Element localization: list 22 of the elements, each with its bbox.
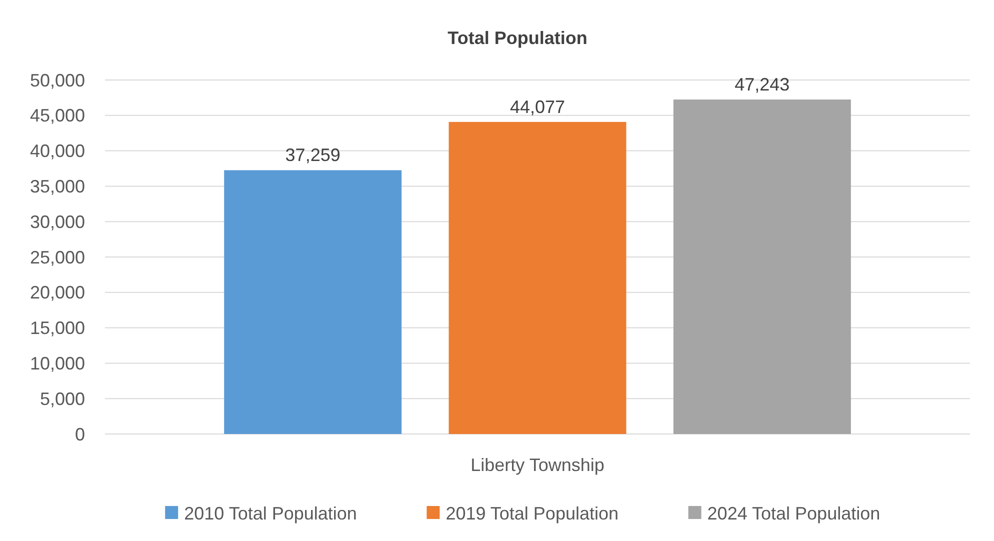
bar <box>224 170 402 434</box>
legend-label: 2010 Total Population <box>184 503 357 524</box>
bar <box>448 122 626 434</box>
data-label: 44,077 <box>510 96 566 117</box>
y-tick-label: 25,000 <box>30 247 85 268</box>
x-tick-label: Liberty Township <box>470 455 604 475</box>
bar <box>673 100 851 434</box>
y-tick-label: 40,000 <box>30 141 85 162</box>
y-tick-label: 10,000 <box>30 354 85 374</box>
y-tick-label: 0 <box>74 424 85 444</box>
y-tick-label: 30,000 <box>30 212 85 232</box>
y-tick-label: 15,000 <box>30 318 85 338</box>
y-tick-label: 5,000 <box>40 388 85 409</box>
y-tick-label: 45,000 <box>30 106 85 126</box>
y-tick-label: 35,000 <box>30 176 85 196</box>
legend-label: 2019 Total Population <box>446 503 619 524</box>
legend-label: 2024 Total Population <box>707 503 880 524</box>
y-tick-label: 50,000 <box>30 70 85 90</box>
data-label: 47,243 <box>734 74 790 95</box>
y-tick-label: 20,000 <box>30 282 85 303</box>
data-label: 37,259 <box>285 145 340 166</box>
chart-title: Total Population <box>448 28 588 48</box>
